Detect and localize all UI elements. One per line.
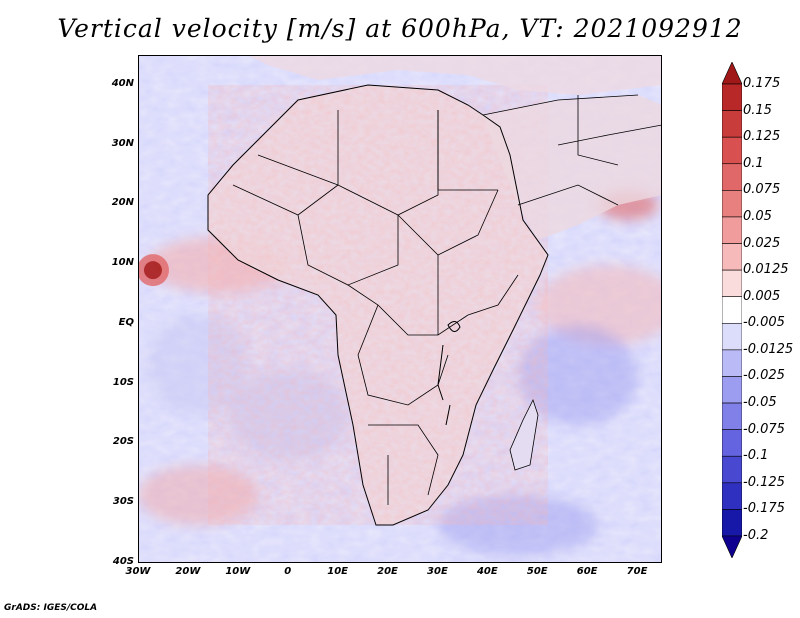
lat-tick-label: 30S [112, 496, 134, 508]
colorbar-tick-label: 0.05 [743, 208, 772, 224]
colorbar-swatch [722, 269, 742, 298]
lon-tick-label: 50E [526, 566, 548, 577]
lon-tick-label: 30W [125, 566, 151, 577]
colorbar-swatch [722, 163, 742, 191]
lakes [437, 321, 461, 426]
colorbar-tick-label: -0.0125 [743, 341, 794, 357]
colorbar-tick-label: -0.175 [743, 501, 785, 517]
colorbar-tick-label: -0.2 [743, 528, 769, 543]
lon-tick-label: 20W [175, 566, 201, 577]
colorbar-tick-label: -0.05 [743, 395, 777, 411]
lat-tick-label: 40S [112, 556, 134, 567]
chart-title: Vertical velocity [m/s] at 600hPa, VT: 2… [57, 14, 743, 43]
lat-tick-label: 40N [111, 77, 134, 89]
colorbar-tick-label: 0.075 [743, 182, 781, 198]
cyclone-feature [138, 254, 169, 287]
grads-credit: GrADS: IGES/COLA [4, 603, 98, 613]
colorbar-tick-label: 0.005 [743, 288, 781, 304]
lon-tick-label: 60E [576, 566, 598, 577]
colorbar-tick-label: 0.1 [743, 155, 764, 171]
country-borders [207, 84, 662, 526]
colorbar-tick-label: 0.025 [743, 235, 781, 251]
europe-landmass [248, 55, 662, 95]
colorbar-tick-label: -0.125 [743, 474, 785, 490]
lon-tick-label: 0 [284, 566, 292, 577]
lon-tick-label: 10E [327, 566, 348, 577]
arabia-landmass [483, 95, 662, 240]
lon-tick-label: 10W [225, 566, 251, 577]
colorbar-tick-label: -0.1 [743, 448, 769, 464]
colorbar-swatch [722, 482, 742, 510]
colorbar-swatch [722, 402, 742, 430]
colorbar-swatch [722, 322, 742, 351]
colorbar-swatch [722, 349, 742, 377]
colorbar-swatch [722, 136, 742, 165]
colorbar-tick-label: 0.125 [743, 129, 781, 145]
colorbar-swatch [722, 296, 742, 324]
colorbar-swatch [722, 110, 742, 138]
lat-tick-label: 30N [111, 137, 134, 149]
colorbar-tick-label: -0.075 [743, 421, 785, 437]
colorbar-tick-label: 0.15 [743, 102, 772, 118]
lon-tick-label: 30E [427, 566, 448, 577]
colorbar-tick-label: -0.005 [743, 315, 785, 331]
lat-tick-label: 20N [111, 197, 134, 209]
lon-tick-label: 40E [476, 566, 498, 577]
colorbar-tick-label: 0.0125 [743, 262, 789, 278]
colorbar-tick-label: -0.025 [743, 368, 785, 384]
colorbar-tick-label: 0.175 [743, 76, 781, 91]
colorbar-swatch [722, 455, 742, 484]
colorbar-swatch [722, 243, 742, 271]
colorbar-swatch [722, 429, 742, 457]
map-border [138, 55, 662, 563]
colorbar-swatch [722, 216, 742, 244]
lon-tick-label: 20E [377, 566, 398, 577]
colorbar-swatch [722, 62, 742, 85]
colorbar-swatch [722, 83, 742, 111]
velocity-patches [138, 190, 662, 555]
colorbar-swatch [722, 509, 742, 537]
map-plot [138, 55, 662, 563]
colorbar-swatch [722, 535, 742, 558]
colorbar-swatch [722, 376, 742, 404]
lat-tick-label: 10S [112, 376, 134, 388]
lat-tick-label: EQ [118, 316, 134, 328]
colorbar-swatch [722, 190, 742, 218]
lat-tick-label: 20S [112, 436, 134, 448]
lat-tick-label: 10N [111, 257, 134, 269]
colorbar [722, 62, 742, 558]
madagascar [509, 398, 539, 471]
lon-tick-label: 70E [626, 566, 648, 577]
